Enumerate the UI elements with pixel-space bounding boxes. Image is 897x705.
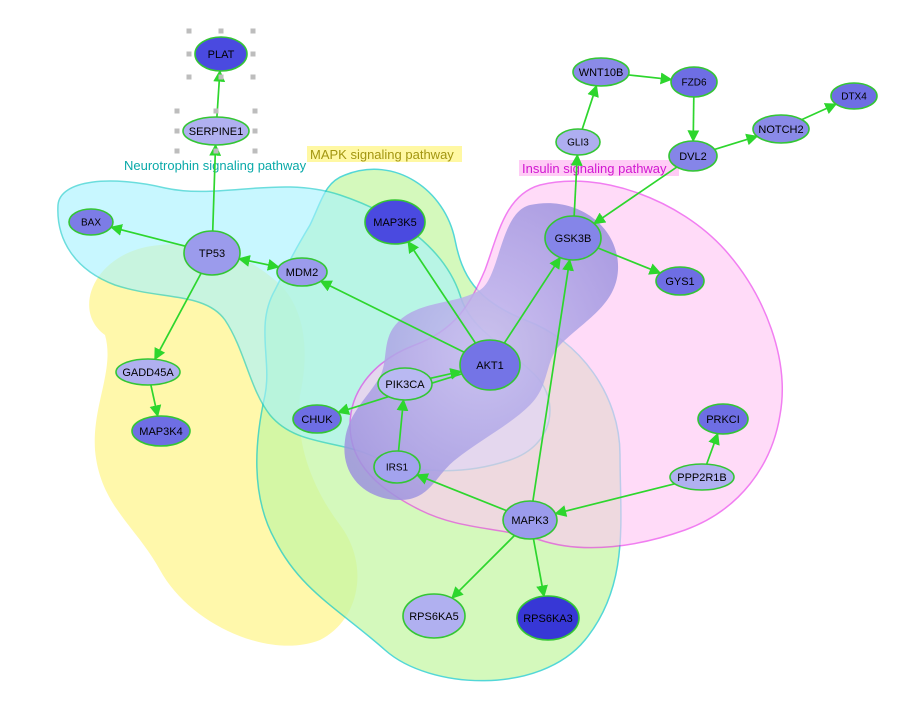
node-label: AKT1 xyxy=(476,360,504,372)
node-label: MAP3K4 xyxy=(139,426,182,438)
selection-handle[interactable] xyxy=(251,29,256,34)
node-RPS6KA5[interactable]: RPS6KA5 xyxy=(403,594,465,638)
network-diagram: Neurotrophin signaling pathway MAPK sign… xyxy=(0,0,897,705)
edge-GLI3-WNT10B xyxy=(582,86,596,129)
selection-handle[interactable] xyxy=(175,109,180,114)
selection-handle[interactable] xyxy=(175,149,180,154)
node-DVL2[interactable]: DVL2 xyxy=(669,141,717,171)
node-label: IRS1 xyxy=(386,463,409,474)
edge-WNT10B-FZD6 xyxy=(628,75,671,80)
node-MDM2[interactable]: MDM2 xyxy=(277,258,327,286)
pathway-insulin-label: Insulin signaling pathway xyxy=(522,161,667,176)
selection-handle[interactable] xyxy=(219,29,224,34)
selection-handle[interactable] xyxy=(175,129,180,134)
selection-handle[interactable] xyxy=(187,75,192,80)
node-label: GADD45A xyxy=(122,367,174,379)
node-label: MAPK3 xyxy=(511,515,548,527)
node-label: DTX4 xyxy=(841,92,867,103)
node-label: RPS6KA3 xyxy=(523,613,573,625)
edge-FZD6-DVL2 xyxy=(693,97,694,141)
node-PLAT[interactable]: PLAT xyxy=(187,29,256,80)
selection-handle[interactable] xyxy=(253,109,258,114)
node-label: WNT10B xyxy=(579,67,624,79)
node-label: PRKCI xyxy=(706,414,740,426)
node-label: PLAT xyxy=(208,49,235,61)
node-label: NOTCH2 xyxy=(758,124,803,136)
node-WNT10B[interactable]: WNT10B xyxy=(573,58,629,86)
node-label: GSK3B xyxy=(555,233,592,245)
pathway-mapk-label: MAPK signaling pathway xyxy=(310,147,454,162)
selection-handle[interactable] xyxy=(251,75,256,80)
node-CHUK[interactable]: CHUK xyxy=(293,405,341,433)
node-label: CHUK xyxy=(301,414,333,426)
selection-handle[interactable] xyxy=(214,109,219,114)
node-label: BAX xyxy=(81,218,101,229)
node-MAP3K5[interactable]: MAP3K5 xyxy=(365,200,425,244)
edge-DVL2-NOTCH2 xyxy=(715,136,758,149)
node-MAPK3[interactable]: MAPK3 xyxy=(503,501,557,539)
selection-handle[interactable] xyxy=(214,149,219,154)
node-GLI3[interactable]: GLI3 xyxy=(556,129,600,155)
node-FZD6[interactable]: FZD6 xyxy=(671,67,717,97)
node-label: GYS1 xyxy=(665,276,694,288)
node-PIK3CA[interactable]: PIK3CA xyxy=(378,368,432,400)
selection-handle[interactable] xyxy=(187,52,192,57)
node-RPS6KA3[interactable]: RPS6KA3 xyxy=(517,596,579,640)
node-label: MAP3K5 xyxy=(373,217,416,229)
node-label: TP53 xyxy=(199,248,225,260)
selection-handle[interactable] xyxy=(219,75,224,80)
node-label: FZD6 xyxy=(682,78,707,89)
selection-handle[interactable] xyxy=(253,149,258,154)
node-label: GLI3 xyxy=(567,138,589,149)
node-label: SERPINE1 xyxy=(189,126,243,138)
node-BAX[interactable]: BAX xyxy=(69,209,113,235)
node-NOTCH2[interactable]: NOTCH2 xyxy=(753,115,809,143)
node-label: MDM2 xyxy=(286,267,318,279)
node-label: DVL2 xyxy=(679,151,707,163)
selection-handle[interactable] xyxy=(253,129,258,134)
node-label: PPP2R1B xyxy=(677,472,727,484)
node-AKT1[interactable]: AKT1 xyxy=(460,340,520,390)
node-TP53[interactable]: TP53 xyxy=(184,231,240,275)
edge-NOTCH2-DTX4 xyxy=(802,104,836,119)
node-GADD45A[interactable]: GADD45A xyxy=(116,359,180,385)
node-DTX4[interactable]: DTX4 xyxy=(831,83,877,109)
node-GYS1[interactable]: GYS1 xyxy=(656,267,704,295)
node-GSK3B[interactable]: GSK3B xyxy=(545,216,601,260)
node-label: PIK3CA xyxy=(385,379,425,391)
selection-handle[interactable] xyxy=(251,52,256,57)
node-IRS1[interactable]: IRS1 xyxy=(374,451,420,483)
node-PPP2R1B[interactable]: PPP2R1B xyxy=(670,464,734,490)
node-PRKCI[interactable]: PRKCI xyxy=(698,404,748,434)
node-label: RPS6KA5 xyxy=(409,611,459,623)
selection-handle[interactable] xyxy=(187,29,192,34)
node-MAP3K4[interactable]: MAP3K4 xyxy=(132,416,190,446)
